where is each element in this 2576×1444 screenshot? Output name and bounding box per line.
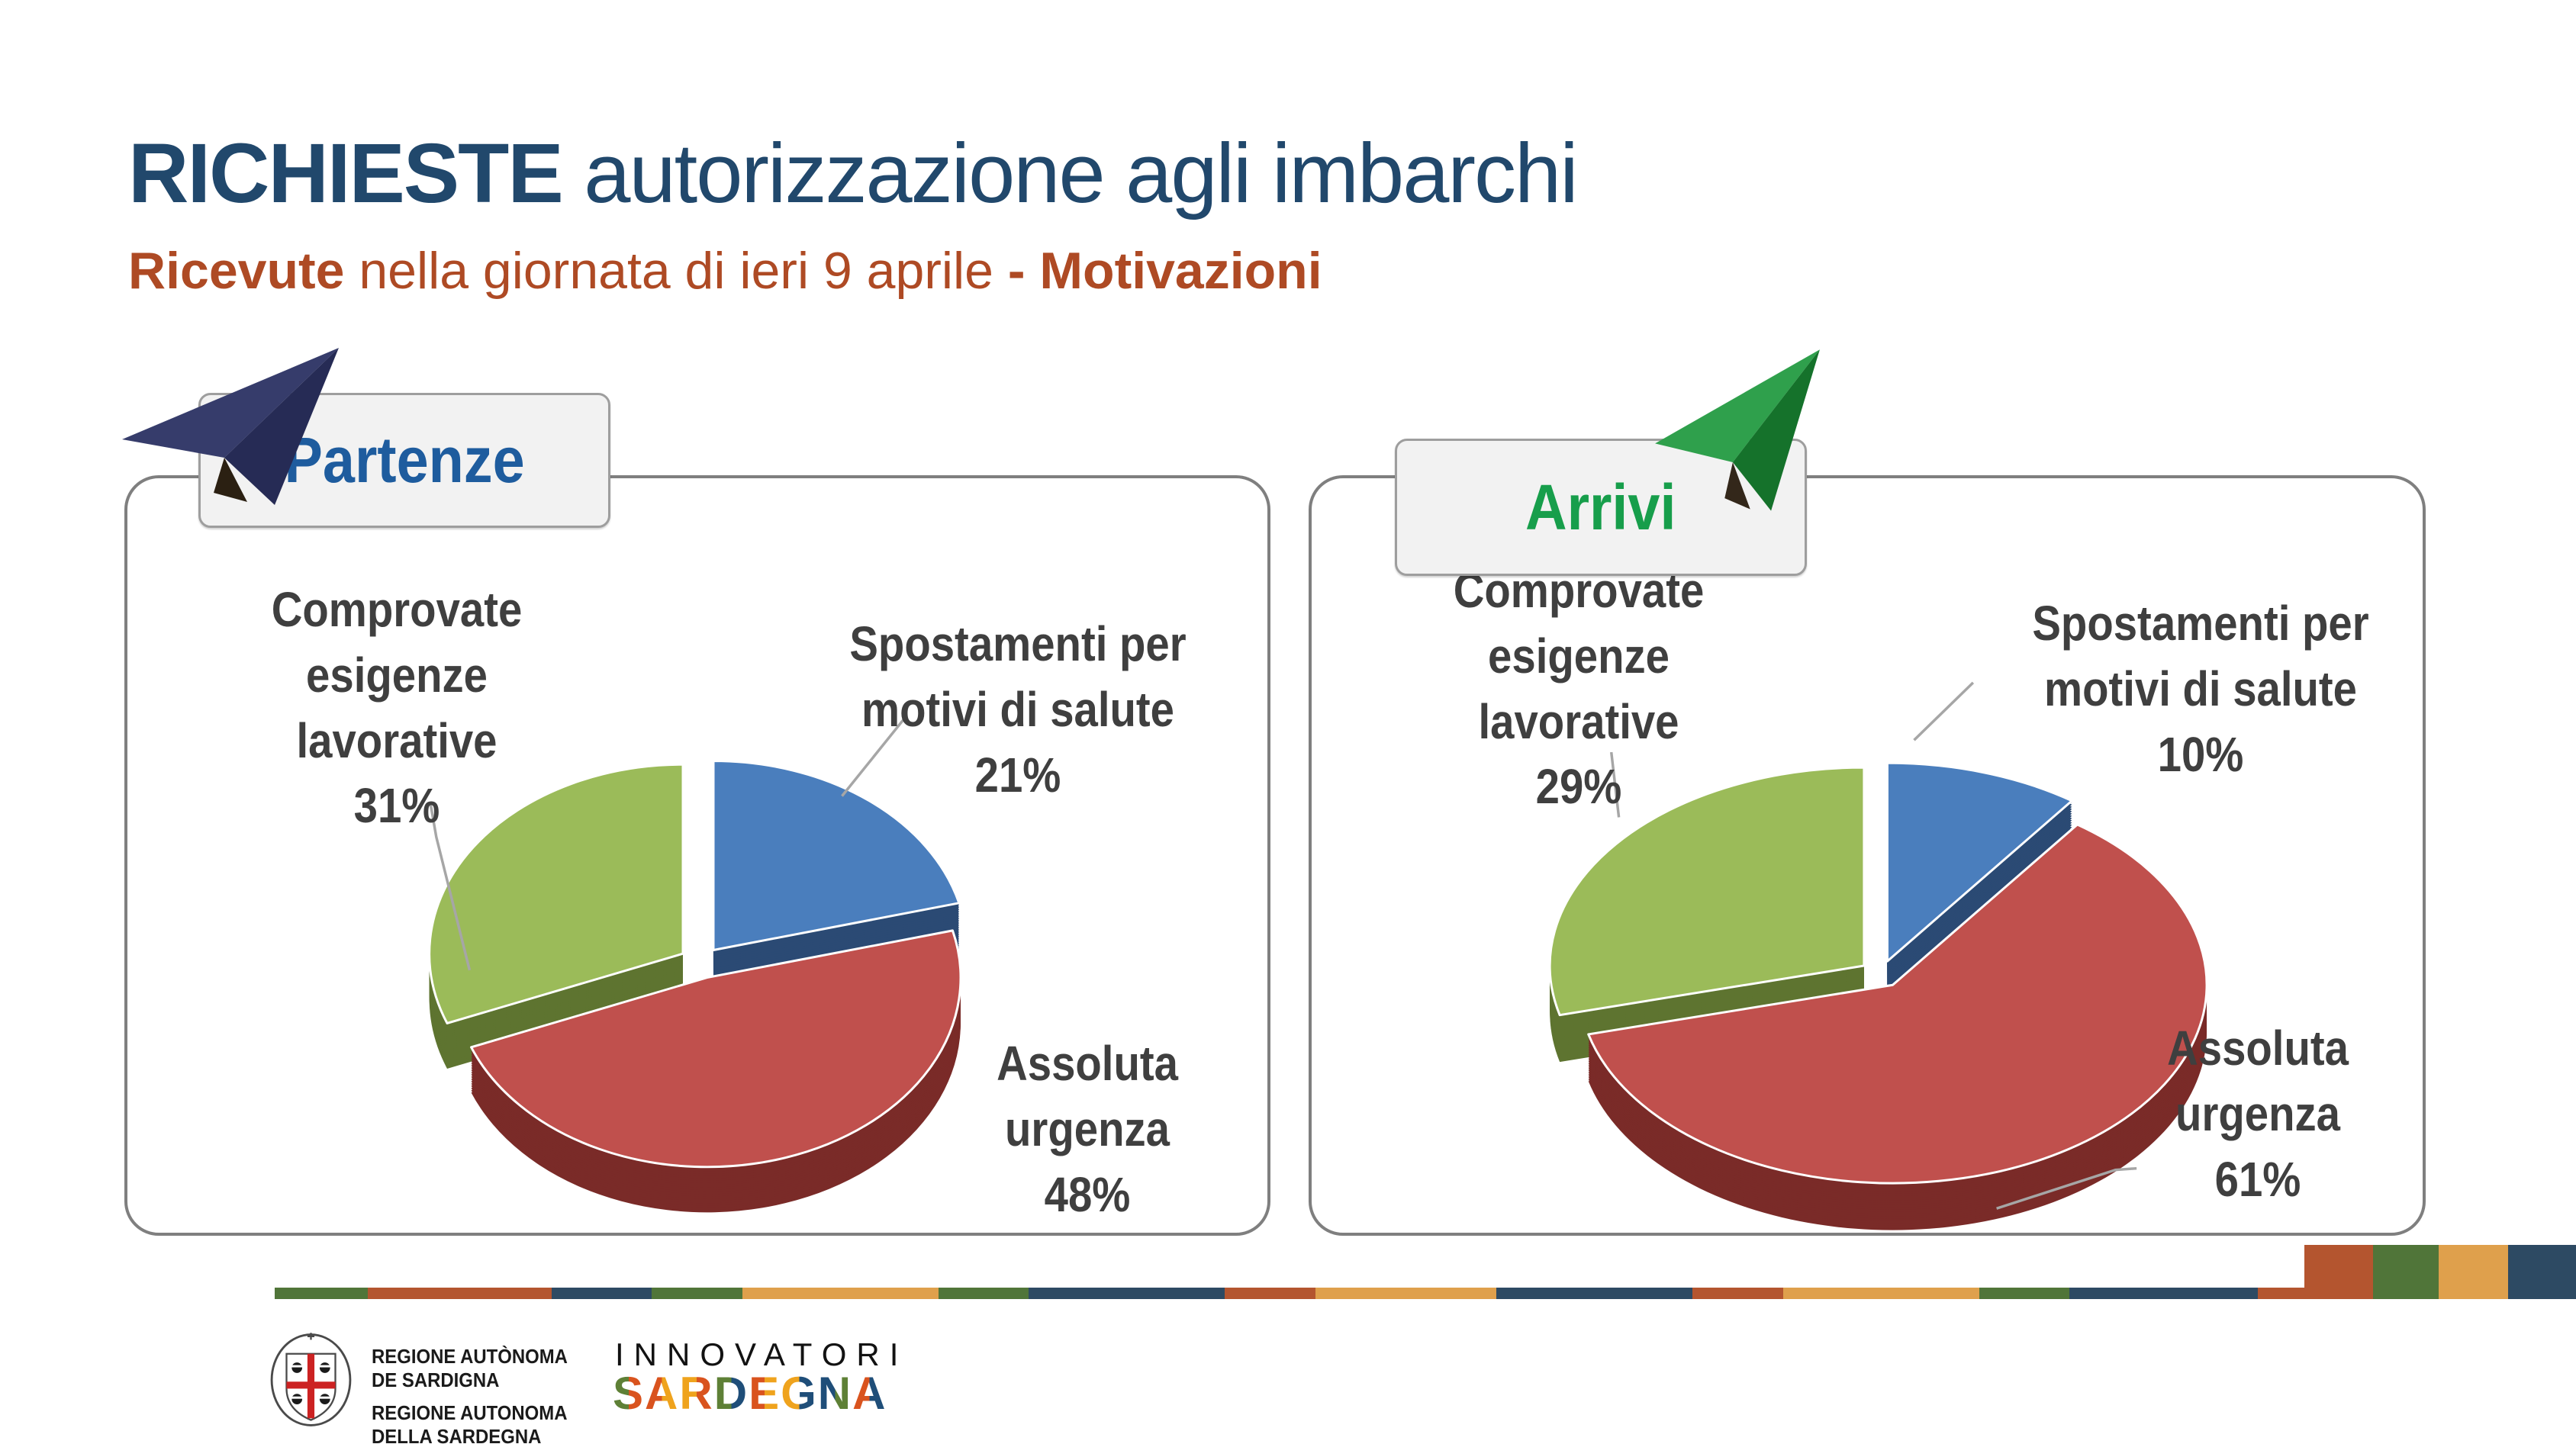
tag-label-partenze: Partenze <box>284 424 525 496</box>
stripe-segment <box>2304 1245 2373 1299</box>
pie-slices <box>1548 761 2208 1230</box>
page-title-lead: RICHIESTE <box>128 127 564 220</box>
stripe-segment <box>552 1288 652 1299</box>
sardegna-letter: S <box>613 1368 646 1419</box>
pie-slice <box>712 760 961 951</box>
pie-chart-partenze <box>428 718 962 1213</box>
pie-slice <box>1548 766 1866 1017</box>
stripe-segment <box>1979 1288 2069 1299</box>
stripe-segment <box>2373 1245 2439 1299</box>
slice-label-salute: Spostamenti per motivi di salute 10% <box>2013 591 2389 787</box>
panel-partenze: Comprovate esigenze lavorative 31% Spost… <box>124 475 1270 1236</box>
pie-chart-arrivi <box>1548 681 2208 1230</box>
footer-stripe-tall-blocks <box>2304 1245 2576 1299</box>
stripe-segment <box>2069 1288 2258 1299</box>
sardegna-letter: N <box>817 1368 853 1419</box>
stripe-segment <box>1692 1288 1783 1299</box>
stripe-segment <box>1496 1288 1692 1299</box>
innovatori-logo-text: INNOVATORI <box>615 1336 909 1372</box>
sardegna-letter: G <box>781 1368 818 1419</box>
slice-label-urgenza: Assoluta urgenza 48% <box>933 1031 1242 1227</box>
slice-label-lavorative: Comprovate esigenze lavorative 29% <box>1384 558 1773 820</box>
sardinia-coat-of-arms-icon <box>270 1333 352 1426</box>
slice-label-urgenza: Assoluta urgenza 61% <box>2104 1016 2413 1212</box>
footer-stripe <box>275 1288 2304 1299</box>
region-text-line: DE SARDIGNA <box>372 1368 500 1391</box>
slice-label-pct: 21% <box>974 747 1061 802</box>
sardegna-letter: R <box>679 1368 714 1419</box>
sardegna-letter: A <box>852 1368 887 1419</box>
stripe-segment <box>368 1288 552 1299</box>
stripe-segment <box>1029 1288 1225 1299</box>
subtitle-tail: - Motivazioni <box>1007 242 1322 300</box>
pie-slice <box>428 763 684 1024</box>
stripe-segment <box>2508 1245 2576 1299</box>
region-text-line: REGIONE AUTONOMA <box>372 1401 568 1425</box>
leader-line <box>429 802 472 971</box>
slice-label-text: Assoluta urgenza <box>997 1036 1178 1156</box>
slice-label-pct: 61% <box>2214 1151 2301 1207</box>
slice-label-text: Spostamenti per motivi di salute <box>849 616 1187 737</box>
stripe-segment <box>2439 1245 2508 1299</box>
region-text-line: REGIONE AUTÒNOMA <box>372 1345 568 1368</box>
stripe-segment <box>2258 1288 2304 1299</box>
sardegna-letter: E <box>749 1368 781 1419</box>
stripe-segment <box>652 1288 742 1299</box>
slice-label-pct: 48% <box>1044 1166 1131 1222</box>
stripe-segment <box>1225 1288 1315 1299</box>
leader-line <box>1996 1166 2137 1210</box>
slice-label-pct: 31% <box>353 778 440 834</box>
leader-line <box>1609 751 1621 818</box>
region-text-line: DELLA SARDEGNA <box>372 1425 542 1444</box>
panel-arrivi: Comprovate esigenze lavorative 29% Spost… <box>1309 475 2426 1236</box>
subtitle-lead: Ricevute <box>128 242 345 300</box>
subtitle-middle: nella giornata di ieri 9 aprile <box>344 242 1008 300</box>
page-subtitle: Ricevute nella giornata di ieri 9 aprile… <box>128 243 1322 300</box>
pie-slice <box>1885 761 2073 963</box>
slice-label-text: Comprovate esigenze lavorative <box>271 582 523 768</box>
slice-label-text: Comprovate esigenze lavorative <box>1453 563 1705 749</box>
page-title: RICHIESTE autorizzazione agli imbarchi <box>128 127 1579 220</box>
stripe-segment <box>1315 1288 1496 1299</box>
sardegna-letter: D <box>713 1368 749 1419</box>
slice-label-text: Spostamenti per motivi di salute <box>2032 596 2369 716</box>
stripe-segment <box>275 1288 368 1299</box>
pie-slice <box>1587 823 2208 1185</box>
pie-slice <box>470 929 962 1169</box>
leader-line <box>1913 681 1975 741</box>
paper-plane-icon <box>122 348 339 505</box>
sardegna-letter: A <box>645 1368 680 1419</box>
paper-plane-icon <box>1655 349 1820 511</box>
leader-line <box>841 718 906 797</box>
slice-label-lavorative: Comprovate esigenze lavorative 31% <box>202 577 591 839</box>
region-logo-text: REGIONE AUTÒNOMA DE SARDIGNA REGIONE AUT… <box>372 1345 568 1444</box>
slice-label-salute: Spostamenti per motivi di salute 21% <box>830 612 1206 808</box>
slice-label-text: Assoluta urgenza <box>2167 1021 2349 1141</box>
tag-label-arrivi: Arrivi <box>1525 471 1676 543</box>
slice-label-pct: 29% <box>1535 759 1622 815</box>
sardegna-logo-text: SARDEGNA <box>613 1367 887 1420</box>
slice-label-pct: 10% <box>2157 726 2244 782</box>
page-title-rest: autorizzazione agli imbarchi <box>562 127 1578 220</box>
pie-slices <box>428 760 962 1213</box>
stripe-segment <box>939 1288 1029 1299</box>
stripe-segment <box>742 1288 939 1299</box>
stripe-segment <box>1783 1288 1979 1299</box>
